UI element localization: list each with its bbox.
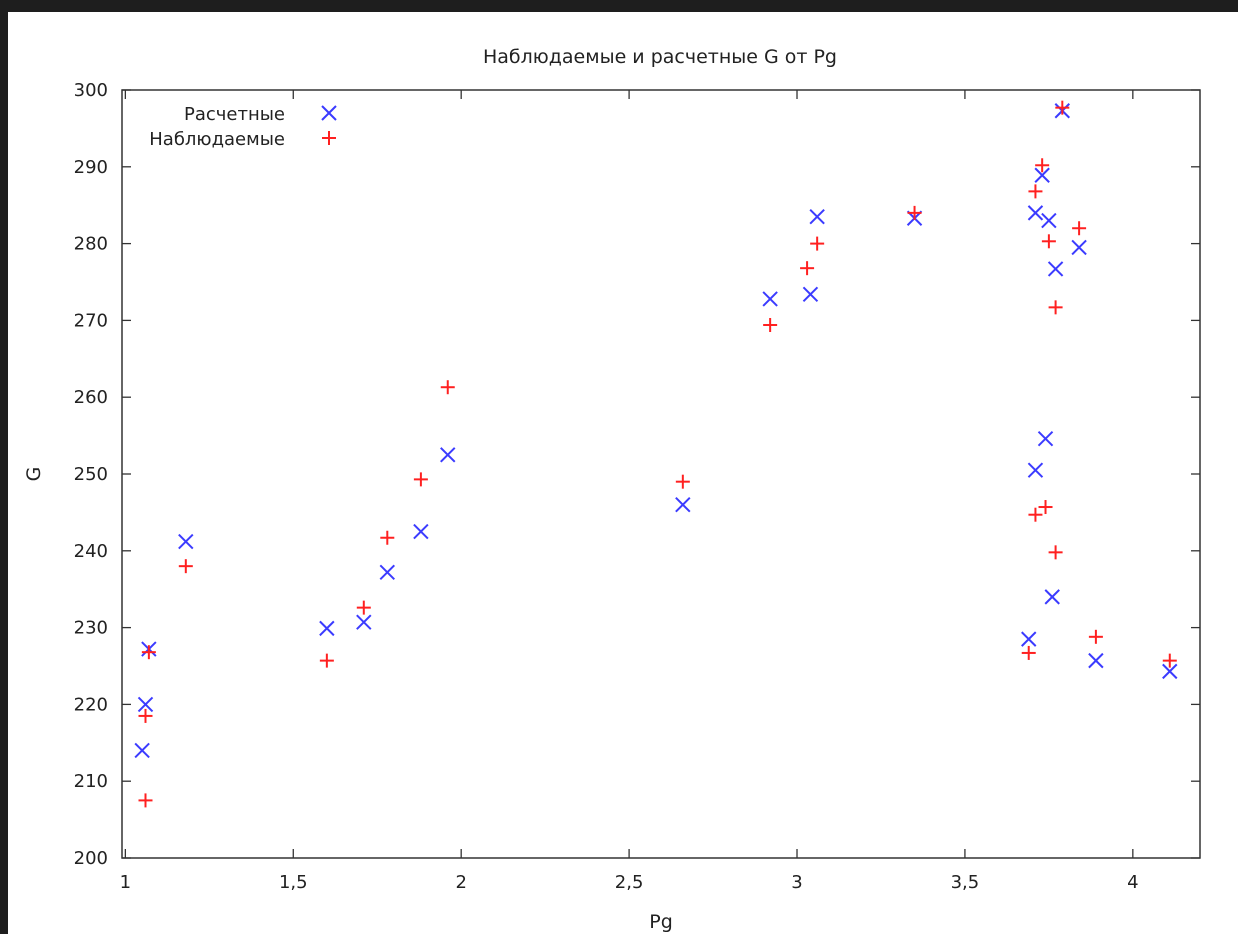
calculated-point [1071, 239, 1087, 256]
y-tick-label: 210 [74, 771, 108, 792]
calculated-point [1027, 462, 1044, 478]
observed-point [141, 645, 156, 660]
observed-point [1028, 507, 1043, 522]
observed-point [440, 380, 455, 395]
calculated-point [1162, 663, 1178, 680]
calculated-point [413, 523, 429, 540]
calculated-point [1044, 589, 1060, 605]
calculated-point [1034, 167, 1050, 183]
observed-point [800, 261, 815, 276]
calculated-point [1037, 430, 1054, 447]
chart-title: Наблюдаемые и расчетные G от Pg [483, 46, 837, 68]
y-axis-label: G [23, 467, 45, 482]
legend: Расчетные Наблюдаемые [149, 104, 337, 150]
y-tick-label: 250 [74, 464, 108, 485]
calculated-point [1047, 261, 1064, 277]
y-tick-label: 240 [74, 541, 108, 562]
observed-point [138, 793, 153, 808]
calculated-point [137, 696, 154, 713]
legend-label: Расчетные [184, 104, 285, 125]
y-tick-label: 260 [74, 387, 108, 408]
observed-point [1088, 629, 1103, 644]
observed-point [907, 205, 922, 220]
x-tick-label: 3,5 [951, 872, 980, 893]
observed-point [1048, 300, 1063, 315]
x-tick-label: 4 [1127, 872, 1138, 893]
legend-label: Наблюдаемые [149, 129, 285, 150]
calculated-point [178, 533, 194, 550]
calculated-point [762, 291, 778, 307]
x-tick-label: 1 [120, 872, 131, 893]
observed-point [1162, 653, 1177, 668]
calculated-point [379, 564, 396, 581]
observed-point [178, 559, 193, 574]
observed-point [1055, 100, 1070, 115]
x-tick-label: 2 [455, 872, 466, 893]
data-points [134, 100, 1178, 808]
legend-marker [322, 131, 336, 145]
calculated-point [675, 497, 691, 513]
y-tick-label: 200 [74, 848, 108, 869]
calculated-point [319, 620, 335, 637]
observed-point [319, 653, 334, 668]
observed-point [1038, 500, 1053, 515]
y-tick-label: 230 [74, 618, 108, 639]
calculated-point [809, 209, 825, 225]
observed-point [138, 708, 153, 723]
y-tick-label: 280 [74, 234, 108, 255]
calculated-point [1021, 631, 1037, 647]
x-axis-label: Pg [649, 911, 673, 933]
observed-point [1035, 158, 1050, 173]
x-axis: 1 1,5 2 2,5 3 3,5 4 [120, 90, 1139, 893]
calculated-point [1041, 212, 1057, 229]
observed-point [1028, 184, 1043, 199]
calculated-point [1027, 205, 1044, 221]
x-tick-label: 1,5 [279, 872, 308, 893]
observed-point [1072, 221, 1087, 236]
observed-point [1021, 645, 1036, 660]
observed-point [810, 236, 825, 251]
legend-marker [321, 105, 337, 121]
observed-point [675, 474, 690, 489]
observed-point [1041, 234, 1056, 249]
y-axis: 200 210 220 230 240 250 260 270 280 290 300 [74, 80, 1200, 869]
x-tick-label: 2,5 [615, 872, 644, 893]
calculated-point [1088, 652, 1104, 669]
observed-point [380, 530, 395, 545]
observed-point [763, 318, 778, 333]
y-tick-label: 220 [74, 694, 108, 715]
calculated-point [356, 614, 372, 630]
y-tick-label: 290 [74, 157, 108, 178]
y-tick-label: 300 [74, 80, 108, 101]
observed-point [413, 472, 428, 487]
calculated-point [134, 742, 150, 759]
y-tick-label: 270 [74, 310, 108, 331]
calculated-point [440, 447, 456, 463]
x-tick-label: 3 [791, 872, 802, 893]
observed-point [1048, 545, 1063, 560]
observed-point [356, 600, 371, 615]
calculated-point [802, 286, 819, 302]
